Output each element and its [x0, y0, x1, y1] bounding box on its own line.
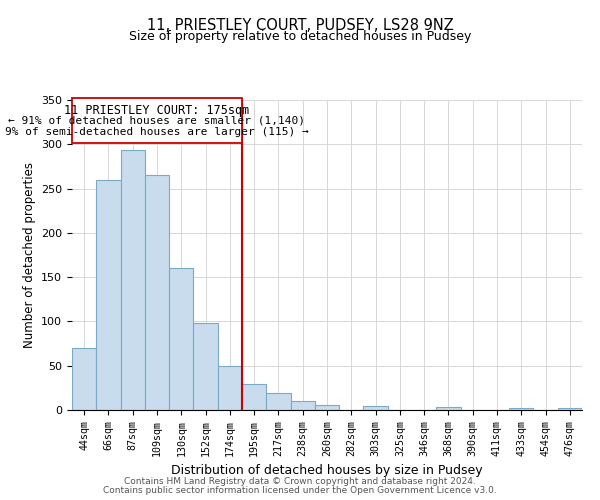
- Bar: [169, 268, 193, 410]
- Text: ← 91% of detached houses are smaller (1,140): ← 91% of detached houses are smaller (1,…: [8, 116, 305, 126]
- Bar: [218, 366, 242, 410]
- Text: 11, PRIESTLEY COURT, PUDSEY, LS28 9NZ: 11, PRIESTLEY COURT, PUDSEY, LS28 9NZ: [146, 18, 454, 32]
- Bar: [72, 348, 96, 410]
- Bar: [315, 404, 339, 410]
- X-axis label: Distribution of detached houses by size in Pudsey: Distribution of detached houses by size …: [171, 464, 483, 477]
- Bar: [121, 150, 145, 410]
- Bar: [364, 406, 388, 410]
- Bar: [73, 98, 242, 142]
- Bar: [509, 408, 533, 410]
- Bar: [266, 393, 290, 410]
- Text: Size of property relative to detached houses in Pudsey: Size of property relative to detached ho…: [129, 30, 471, 43]
- Bar: [193, 323, 218, 410]
- Bar: [145, 176, 169, 410]
- Bar: [96, 180, 121, 410]
- Text: 9% of semi-detached houses are larger (115) →: 9% of semi-detached houses are larger (1…: [5, 126, 309, 136]
- Bar: [558, 408, 582, 410]
- Text: Contains HM Land Registry data © Crown copyright and database right 2024.: Contains HM Land Registry data © Crown c…: [124, 477, 476, 486]
- Bar: [290, 401, 315, 410]
- Bar: [436, 408, 461, 410]
- Bar: [242, 384, 266, 410]
- Text: 11 PRIESTLEY COURT: 175sqm: 11 PRIESTLEY COURT: 175sqm: [64, 104, 250, 118]
- Y-axis label: Number of detached properties: Number of detached properties: [23, 162, 35, 348]
- Text: Contains public sector information licensed under the Open Government Licence v3: Contains public sector information licen…: [103, 486, 497, 495]
